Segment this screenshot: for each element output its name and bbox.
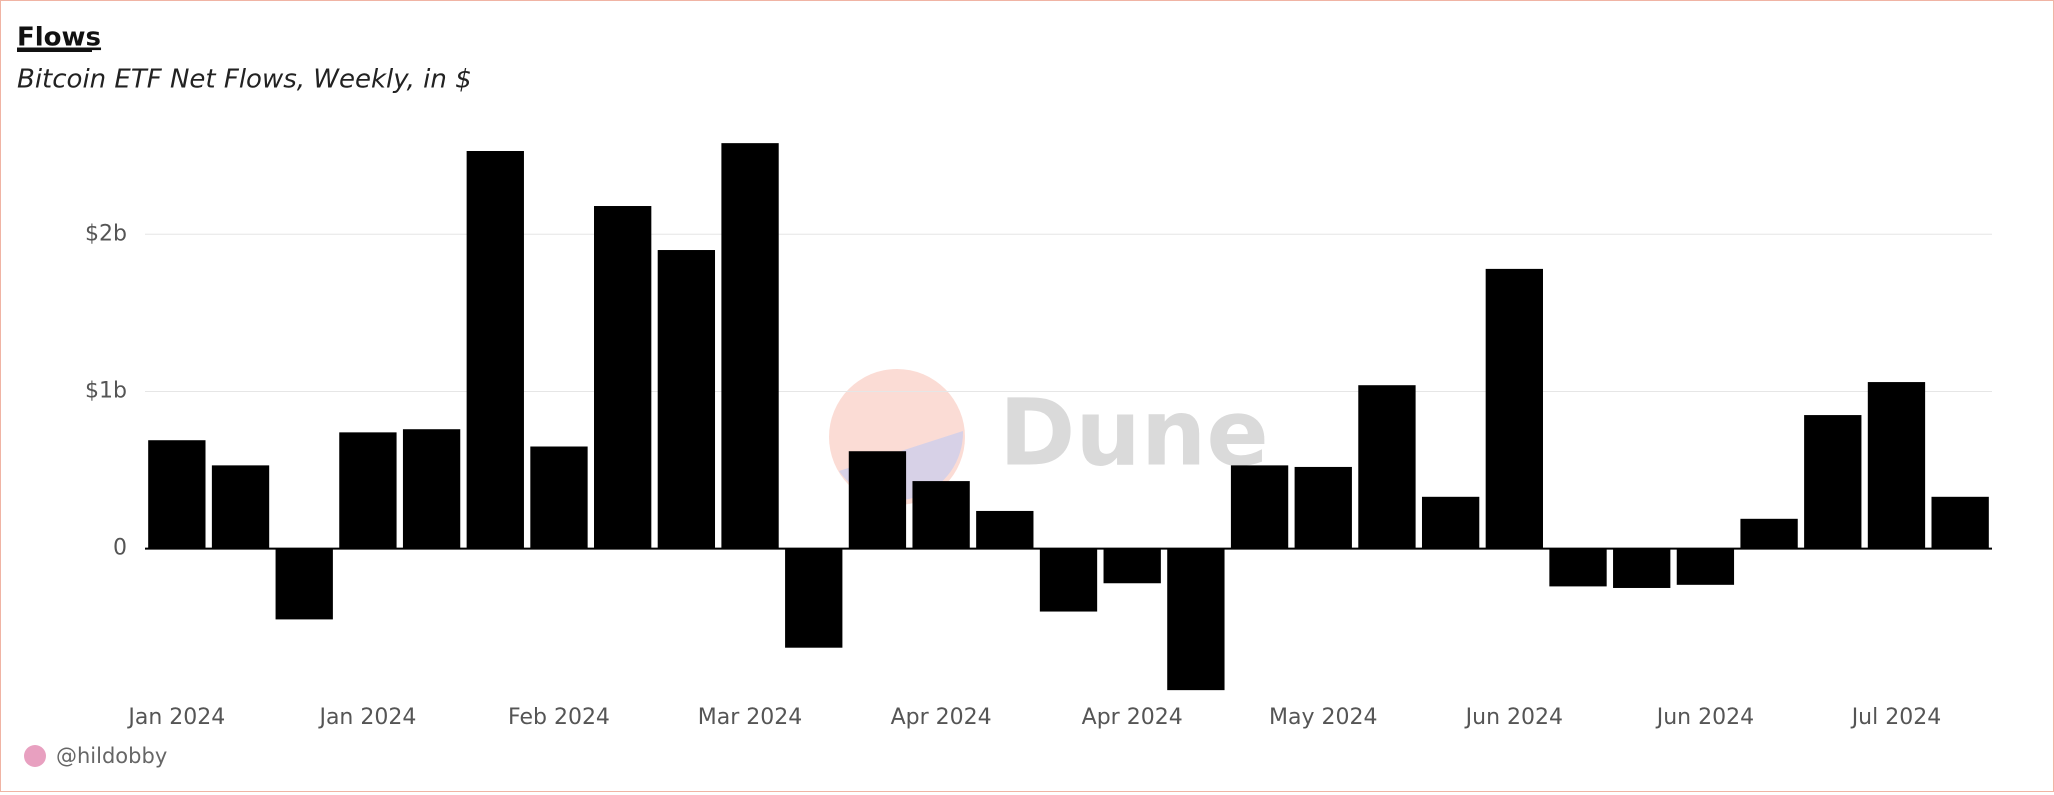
bar [1485, 268, 1543, 549]
bar [211, 465, 270, 549]
y-tick-label: 0 [113, 536, 127, 561]
bar [1421, 496, 1480, 549]
author: @hildobby [56, 744, 167, 768]
bar [1549, 548, 1607, 587]
bar [1039, 548, 1098, 612]
chart-title: Flows [17, 23, 101, 53]
bar [912, 481, 970, 549]
bar [1676, 548, 1735, 585]
bar [657, 250, 716, 549]
bar [785, 548, 843, 648]
bar [1167, 548, 1225, 691]
x-tick-label: Jan 2024 [317, 705, 416, 730]
bar [1740, 518, 1798, 549]
bar [530, 446, 588, 549]
bar [848, 451, 907, 549]
x-tick-label: Jan 2024 [126, 705, 225, 730]
x-tick-label: Jul 2024 [1850, 705, 1942, 730]
x-tick-label: May 2024 [1269, 705, 1377, 730]
bar [976, 510, 1034, 549]
chart-subtitle: Bitcoin ETF Net Flows, Weekly, in $ [17, 65, 472, 95]
watermark-text: Dune [999, 379, 1269, 486]
bar [721, 143, 779, 549]
bar [1804, 415, 1862, 549]
x-tick-label: Mar 2024 [698, 705, 803, 730]
x-tick-label: Jun 2024 [1464, 705, 1563, 730]
x-tick-label: Feb 2024 [508, 705, 610, 730]
bar [594, 206, 652, 549]
y-tick-label: $2b [85, 221, 127, 246]
bar [339, 432, 397, 549]
bar [1358, 385, 1416, 549]
bar [1931, 496, 1989, 549]
author-avatar [24, 745, 46, 767]
bar [466, 151, 524, 549]
x-tick-label: Apr 2024 [891, 705, 992, 730]
bar [1230, 465, 1289, 549]
bar [1103, 548, 1161, 584]
x-tick-label: Jun 2024 [1655, 705, 1754, 730]
bar [1613, 548, 1671, 588]
bar [148, 440, 206, 549]
bar [275, 548, 333, 620]
bar [402, 429, 461, 549]
bar [1294, 466, 1352, 549]
x-tick-label: Apr 2024 [1082, 705, 1183, 730]
y-tick-label: $1b [85, 378, 127, 403]
bar [1867, 382, 1926, 549]
